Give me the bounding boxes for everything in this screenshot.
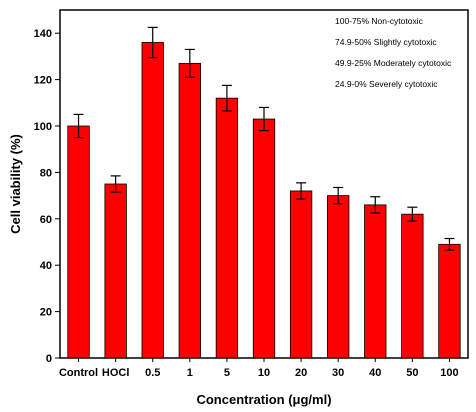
bar-20 [289,190,313,359]
y-tick-label-0: 0 [46,353,52,365]
y-tick-label-40: 40 [40,260,52,272]
y-tick-label-80: 80 [40,167,52,179]
bars-layer [67,42,461,359]
x-tick-label-Control: Control [59,367,98,379]
bar-50 [401,213,424,359]
bar-30 [327,195,350,359]
bar-5 [215,97,239,359]
bar-Control [67,125,90,359]
x-tick-label-1: 1 [187,367,193,379]
x-tick-label-30: 30 [332,367,344,379]
x-tick-label-20: 20 [295,367,307,379]
bar-40 [364,204,387,359]
bar-100 [438,243,461,359]
legend-annotation-3: 49.9-25% Moderately cytotoxic [335,58,452,68]
bar-1 [178,62,201,359]
legend-annotation-2: 74.9-50% Slightly cytotoxic [335,37,437,47]
x-tick-label-0.5: 0.5 [145,367,160,379]
y-tick-label-20: 20 [40,307,52,319]
y-tick-label-120: 120 [34,75,52,87]
y-tick-label-60: 60 [40,214,52,226]
legend-annotation-1: 100-75% Non-cytotoxic [335,16,424,26]
x-tick-label-HOCl: HOCl [102,367,130,379]
legend-annotations: 100-75% Non-cytotoxic 74.9-50% Slightly c… [335,16,452,89]
y-axis-title: Cell viability (%) [8,134,23,234]
x-tick-label-100: 100 [440,367,458,379]
bar-HOCl [104,183,127,359]
bar-10 [252,118,276,359]
error-bars-layer [73,26,455,251]
legend-annotation-4: 24.9-0% Severely cytotoxic [335,79,438,89]
x-tick-label-5: 5 [224,367,230,379]
x-axis-title: Concentration (μg/ml) [196,392,331,407]
bar-0.5 [141,42,164,359]
x-tick-label-50: 50 [406,367,418,379]
x-tick-label-40: 40 [369,367,381,379]
x-axis: Control HOCl 0.5 1 5 10 20 30 40 50 100 [59,358,459,379]
x-tick-label-10: 10 [258,367,270,379]
y-tick-label-140: 140 [34,28,52,40]
y-tick-label-100: 100 [34,121,52,133]
y-axis: 0 20 40 60 80 100 120 140 [34,28,60,365]
